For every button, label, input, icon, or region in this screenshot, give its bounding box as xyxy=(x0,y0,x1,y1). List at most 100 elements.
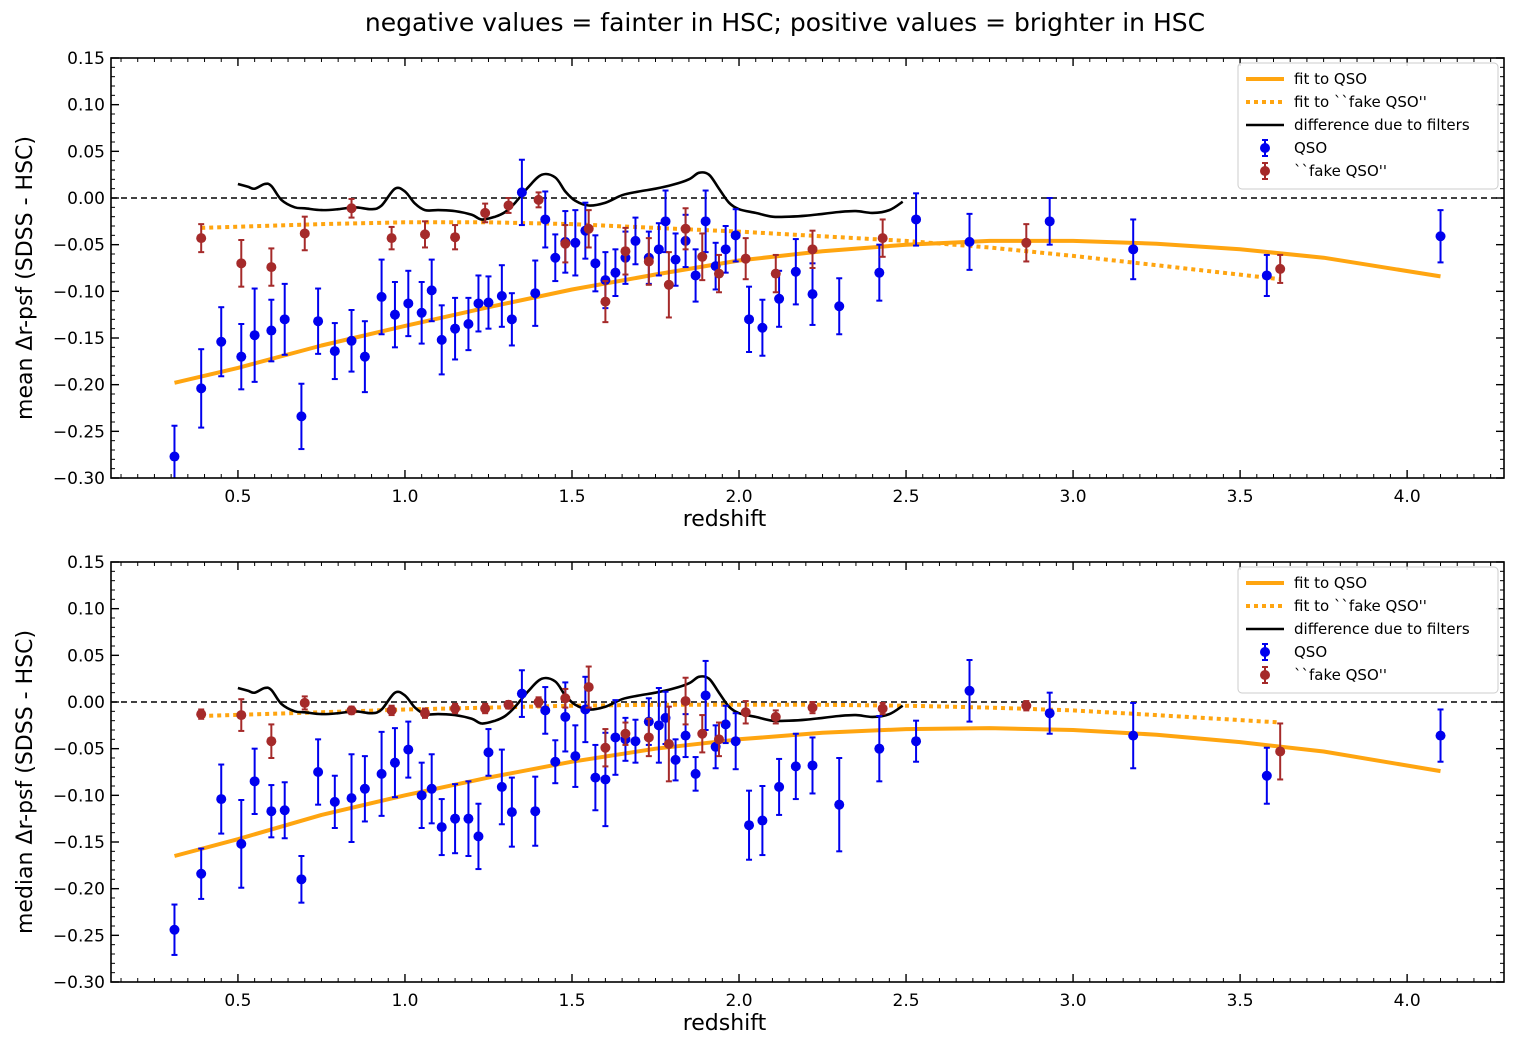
legend-label: QSO xyxy=(1294,139,1327,157)
qso-marker xyxy=(1435,730,1446,741)
x-tick-label: 2.5 xyxy=(893,487,920,507)
qso-marker xyxy=(590,258,601,269)
qso-marker xyxy=(236,351,247,362)
qso-point xyxy=(1261,746,1272,805)
y-tick-label: −0.25 xyxy=(53,422,105,442)
qso-marker xyxy=(329,346,340,357)
fake-qso-marker xyxy=(740,707,751,718)
legend-box xyxy=(1237,62,1499,190)
qso-point xyxy=(216,763,227,835)
y-tick-label: −0.25 xyxy=(53,926,105,946)
qso-marker xyxy=(774,781,785,792)
qso-marker xyxy=(196,868,207,879)
legend-label: fit to ``fake QSO'' xyxy=(1294,93,1427,111)
qso-point xyxy=(790,732,801,801)
qso-point xyxy=(874,715,885,783)
y-tick-label: 0.05 xyxy=(67,142,105,162)
qso-marker xyxy=(610,267,621,278)
fake-qso-point xyxy=(697,714,708,754)
qso-point xyxy=(757,785,768,857)
qso-marker xyxy=(720,719,731,730)
fake-qso-marker xyxy=(503,699,514,710)
qso-point xyxy=(744,285,755,353)
y-tick-label: −0.20 xyxy=(53,376,105,396)
qso-marker xyxy=(169,924,180,935)
qso-point xyxy=(346,309,357,373)
fake-qso-marker xyxy=(420,229,431,240)
qso-marker xyxy=(1044,708,1055,719)
qso-point xyxy=(540,686,551,735)
qso-marker xyxy=(463,319,474,329)
qso-point xyxy=(807,736,818,795)
qso-marker xyxy=(774,293,785,304)
qso-point xyxy=(506,776,517,848)
fake-qso-point xyxy=(770,253,781,294)
qso-point xyxy=(610,699,621,776)
fake-qso-marker xyxy=(266,262,277,273)
fake-qso-marker xyxy=(583,223,594,234)
x-tick-label: 1.5 xyxy=(558,487,585,507)
qso-marker xyxy=(483,747,494,758)
qso-point xyxy=(376,258,387,336)
axis-ticks: 0.5 1.0 1.5 2.0 2.5 3.0 3.5 4.0 0.15 0.10 0.05 0.00… xyxy=(53,553,1504,1011)
fake-qso-point xyxy=(503,197,514,214)
qso-point xyxy=(550,233,561,283)
qso-marker xyxy=(730,736,741,747)
fake-qso-marker xyxy=(503,200,514,211)
qso-marker xyxy=(730,230,741,241)
qso-marker xyxy=(757,815,768,826)
fake-qso-marker xyxy=(196,233,207,244)
qso-point xyxy=(296,855,307,904)
qso-marker xyxy=(610,732,621,743)
filter-difference-line xyxy=(237,171,904,221)
qso-point xyxy=(436,304,447,376)
qso-marker xyxy=(744,820,755,831)
qso-point xyxy=(834,277,845,336)
qso-marker xyxy=(540,214,551,225)
fake-qso-point xyxy=(420,220,431,249)
qso-point xyxy=(630,718,641,764)
qso-marker xyxy=(450,323,461,334)
legend-item: ``fake QSO'' xyxy=(1260,666,1387,684)
qso-marker xyxy=(790,761,801,772)
fake-qso-point xyxy=(713,253,724,294)
fake-qso-point xyxy=(1275,253,1286,284)
fake-qso-point xyxy=(740,237,751,281)
qso-point xyxy=(1128,218,1139,281)
fake-qso-point xyxy=(450,702,461,715)
fake-qso-marker xyxy=(299,697,310,708)
fake-qso-marker xyxy=(697,251,708,262)
qso-marker xyxy=(911,736,922,747)
qso-point xyxy=(911,719,922,763)
fake-qso-point xyxy=(600,280,611,324)
qso-marker xyxy=(216,336,227,347)
fake-qso-marker xyxy=(236,710,247,721)
qso-point xyxy=(196,847,207,900)
fake-qso-marker xyxy=(386,705,397,716)
qso-marker xyxy=(670,254,681,265)
qso-point xyxy=(329,774,340,829)
fake-qso-marker xyxy=(480,207,491,218)
qso-point xyxy=(169,424,180,478)
legend-item: fit to ``fake QSO'' xyxy=(1246,597,1427,615)
qso-marker xyxy=(266,325,277,336)
qso-marker xyxy=(436,822,447,833)
fake-qso-point xyxy=(680,207,691,251)
fake-qso-marker xyxy=(266,736,277,747)
qso-point xyxy=(376,730,387,817)
qso-marker xyxy=(516,187,527,198)
fake-qso-point xyxy=(877,701,888,716)
fake-qso-marker xyxy=(713,734,724,745)
qso-point xyxy=(1261,253,1272,297)
y-tick-label: −0.05 xyxy=(53,740,105,760)
legend-marker-swatch xyxy=(1260,143,1270,153)
qso-marker xyxy=(874,743,885,754)
fake-qso-point xyxy=(1021,223,1032,263)
qso-marker xyxy=(834,301,845,312)
fake-qso-marker xyxy=(560,693,571,704)
median-panel: 0.5 1.0 1.5 2.0 2.5 3.0 3.5 4.0 0.15 0.10 0.05 0.00… xyxy=(13,553,1505,1036)
qso-point xyxy=(426,753,437,825)
qso-point xyxy=(216,306,227,378)
qso-marker xyxy=(389,309,400,320)
qso-point xyxy=(720,704,731,745)
